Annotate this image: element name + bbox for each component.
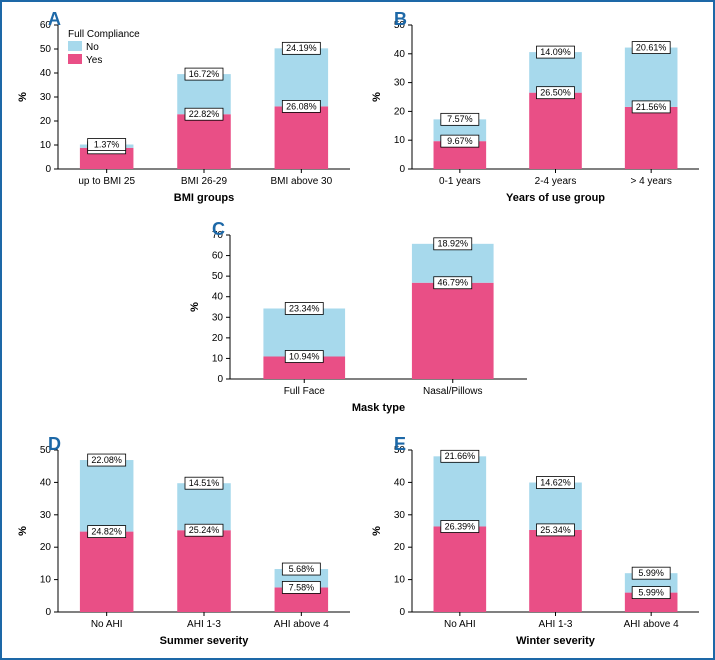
svg-text:Full Compliance: Full Compliance <box>68 29 140 40</box>
svg-text:20: 20 <box>212 333 224 344</box>
svg-text:46.79%: 46.79% <box>437 278 468 288</box>
svg-text:%: % <box>371 92 383 102</box>
svg-text:26.50%: 26.50% <box>540 88 571 98</box>
panel-label-b: B <box>394 9 407 30</box>
svg-text:14.51%: 14.51% <box>189 478 220 488</box>
svg-text:9.67%: 9.67% <box>447 136 473 146</box>
svg-text:AHI above 4: AHI above 4 <box>274 619 329 630</box>
svg-text:60: 60 <box>212 251 224 262</box>
svg-text:20: 20 <box>40 542 52 553</box>
svg-text:%: % <box>371 526 383 536</box>
svg-text:Summer severity: Summer severity <box>160 635 250 647</box>
svg-text:30: 30 <box>394 78 406 89</box>
svg-text:AHI above 4: AHI above 4 <box>624 619 679 630</box>
svg-text:AHI 1-3: AHI 1-3 <box>539 619 573 630</box>
chart-a: 0102030405060%BMI groupsup to BMI 25BMI … <box>10 7 360 207</box>
svg-text:up to BMI 25: up to BMI 25 <box>78 176 135 187</box>
svg-text:40: 40 <box>40 68 52 79</box>
svg-text:10.94%: 10.94% <box>289 351 320 361</box>
panel-b: B 01020304050%Years of use group0-1 year… <box>364 7 709 207</box>
panel-c: C 010203040506070%Mask typeFull FaceNasa… <box>182 217 537 417</box>
svg-text:40: 40 <box>40 477 52 488</box>
svg-text:10: 10 <box>212 353 224 364</box>
svg-text:0: 0 <box>45 607 51 618</box>
svg-text:7.58%: 7.58% <box>289 582 315 592</box>
svg-text:26.08%: 26.08% <box>286 101 317 111</box>
chart-b: 01020304050%Years of use group0-1 years2… <box>364 7 709 207</box>
svg-text:23.34%: 23.34% <box>289 303 320 313</box>
svg-text:Nasal/Pillows: Nasal/Pillows <box>423 386 482 397</box>
svg-text:20: 20 <box>394 106 406 117</box>
svg-text:%: % <box>17 92 29 102</box>
svg-text:Mask type: Mask type <box>352 402 405 414</box>
svg-text:21.56%: 21.56% <box>636 102 667 112</box>
svg-text:%: % <box>17 526 29 536</box>
svg-text:20: 20 <box>394 542 406 553</box>
svg-text:18.92%: 18.92% <box>437 239 468 249</box>
svg-text:40: 40 <box>212 292 224 303</box>
panel-label-a: A <box>48 9 61 30</box>
svg-text:BMI groups: BMI groups <box>174 192 235 204</box>
svg-text:5.99%: 5.99% <box>638 587 664 597</box>
svg-text:> 4 years: > 4 years <box>630 176 671 187</box>
svg-text:30: 30 <box>40 92 52 103</box>
svg-text:BMI 26-29: BMI 26-29 <box>181 176 228 187</box>
svg-text:24.82%: 24.82% <box>91 526 122 536</box>
svg-text:40: 40 <box>394 477 406 488</box>
panel-a: A 0102030405060%BMI groupsup to BMI 25BM… <box>10 7 360 207</box>
svg-text:No AHI: No AHI <box>444 619 476 630</box>
svg-text:40: 40 <box>394 49 406 60</box>
svg-text:No AHI: No AHI <box>91 619 123 630</box>
svg-text:10: 10 <box>40 575 52 586</box>
svg-text:14.09%: 14.09% <box>540 47 571 57</box>
svg-text:Years of use group: Years of use group <box>506 192 605 204</box>
panel-label-c: C <box>212 219 225 240</box>
svg-text:No: No <box>86 42 99 53</box>
svg-text:7.57%: 7.57% <box>447 114 473 124</box>
svg-text:22.82%: 22.82% <box>189 109 220 119</box>
chart-c: 010203040506070%Mask typeFull FaceNasal/… <box>182 217 537 417</box>
svg-text:0: 0 <box>217 374 223 385</box>
svg-text:10: 10 <box>394 575 406 586</box>
figure-container: A 0102030405060%BMI groupsup to BMI 25BM… <box>0 0 715 660</box>
panel-label-d: D <box>48 434 61 455</box>
svg-text:30: 30 <box>394 510 406 521</box>
svg-text:1.37%: 1.37% <box>94 139 120 149</box>
svg-text:2-4 years: 2-4 years <box>535 176 577 187</box>
panel-e: E 01020304050%Winter severityNo AHIAHI 1… <box>364 432 709 650</box>
panel-d: D 01020304050%Summer severityNo AHIAHI 1… <box>10 432 360 650</box>
svg-text:30: 30 <box>212 312 224 323</box>
svg-text:25.24%: 25.24% <box>189 525 220 535</box>
svg-text:30: 30 <box>40 510 52 521</box>
svg-text:20: 20 <box>40 116 52 127</box>
svg-text:50: 50 <box>212 271 224 282</box>
svg-text:14.62%: 14.62% <box>540 477 571 487</box>
panel-label-e: E <box>394 434 406 455</box>
svg-text:16.72%: 16.72% <box>189 69 220 79</box>
svg-text:25.34%: 25.34% <box>540 525 571 535</box>
svg-text:0: 0 <box>399 164 405 175</box>
svg-text:AHI 1-3: AHI 1-3 <box>187 619 221 630</box>
svg-text:0-1 years: 0-1 years <box>439 176 481 187</box>
svg-text:Yes: Yes <box>86 55 102 66</box>
svg-text:50: 50 <box>40 44 52 55</box>
chart-e: 01020304050%Winter severityNo AHIAHI 1-3… <box>364 432 709 650</box>
svg-text:24.19%: 24.19% <box>286 43 317 53</box>
svg-text:5.68%: 5.68% <box>289 564 315 574</box>
svg-text:26.39%: 26.39% <box>445 521 476 531</box>
svg-text:21.66%: 21.66% <box>445 451 476 461</box>
svg-text:%: % <box>189 302 201 312</box>
svg-text:0: 0 <box>399 607 405 618</box>
svg-text:5.99%: 5.99% <box>638 568 664 578</box>
svg-text:BMI above 30: BMI above 30 <box>270 176 332 187</box>
svg-text:22.08%: 22.08% <box>91 455 122 465</box>
svg-text:10: 10 <box>394 135 406 146</box>
svg-text:0: 0 <box>45 164 51 175</box>
svg-text:20.61%: 20.61% <box>636 42 667 52</box>
svg-text:Winter severity: Winter severity <box>516 635 596 647</box>
svg-text:Full Face: Full Face <box>284 386 326 397</box>
svg-text:10: 10 <box>40 140 52 151</box>
chart-d: 01020304050%Summer severityNo AHIAHI 1-3… <box>10 432 360 650</box>
